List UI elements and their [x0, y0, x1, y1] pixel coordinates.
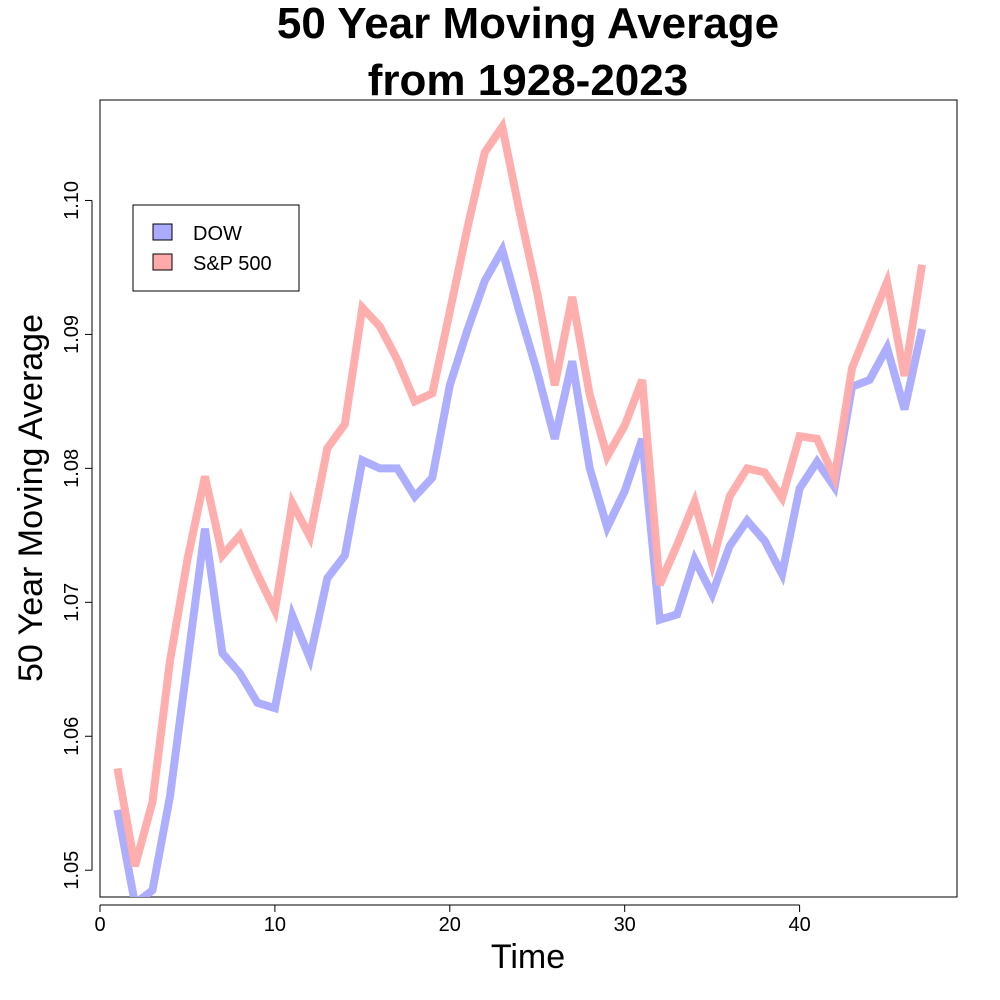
- legend-label-s-p-500: S&P 500: [193, 253, 272, 275]
- y-tick-label: 1.09: [61, 315, 83, 354]
- chart-title: 50 Year Moving Average: [277, 0, 779, 48]
- series-line-s-p-500: [113, 116, 926, 868]
- series-line-dow: [113, 239, 926, 897]
- y-axis-label: 50 Year Moving Average: [12, 314, 50, 682]
- y-axis: 1.05 1.06 1.07 1.08 1.09 1.10: [61, 181, 93, 890]
- x-tick-label: 20: [439, 914, 461, 936]
- legend-box: [132, 204, 300, 292]
- plot-clip-region: [113, 116, 926, 897]
- x-tick-label: 0: [94, 914, 105, 936]
- legend: DOW S&P 500: [132, 204, 300, 292]
- x-tick-label: 30: [614, 914, 636, 936]
- x-axis: 0 10 20 30 40: [94, 904, 811, 936]
- plot-area-frame: [99, 99, 958, 898]
- y-tick-label: 1.06: [61, 717, 83, 756]
- x-tick-label: 40: [788, 914, 810, 936]
- series-layer: [113, 116, 926, 897]
- chart-subtitle: from 1928-2023: [368, 56, 688, 105]
- y-tick-label: 1.05: [61, 851, 83, 890]
- y-tick-label: 1.07: [61, 583, 83, 622]
- legend-swatch-dow: [152, 223, 173, 241]
- y-tick-label: 1.08: [61, 449, 83, 488]
- y-tick-label: 1.10: [61, 181, 83, 220]
- x-axis-label: Time: [491, 938, 565, 976]
- legend-label-dow: DOW: [193, 223, 242, 245]
- x-tick-label: 10: [264, 914, 286, 936]
- legend-swatch-s-p-500: [152, 253, 173, 271]
